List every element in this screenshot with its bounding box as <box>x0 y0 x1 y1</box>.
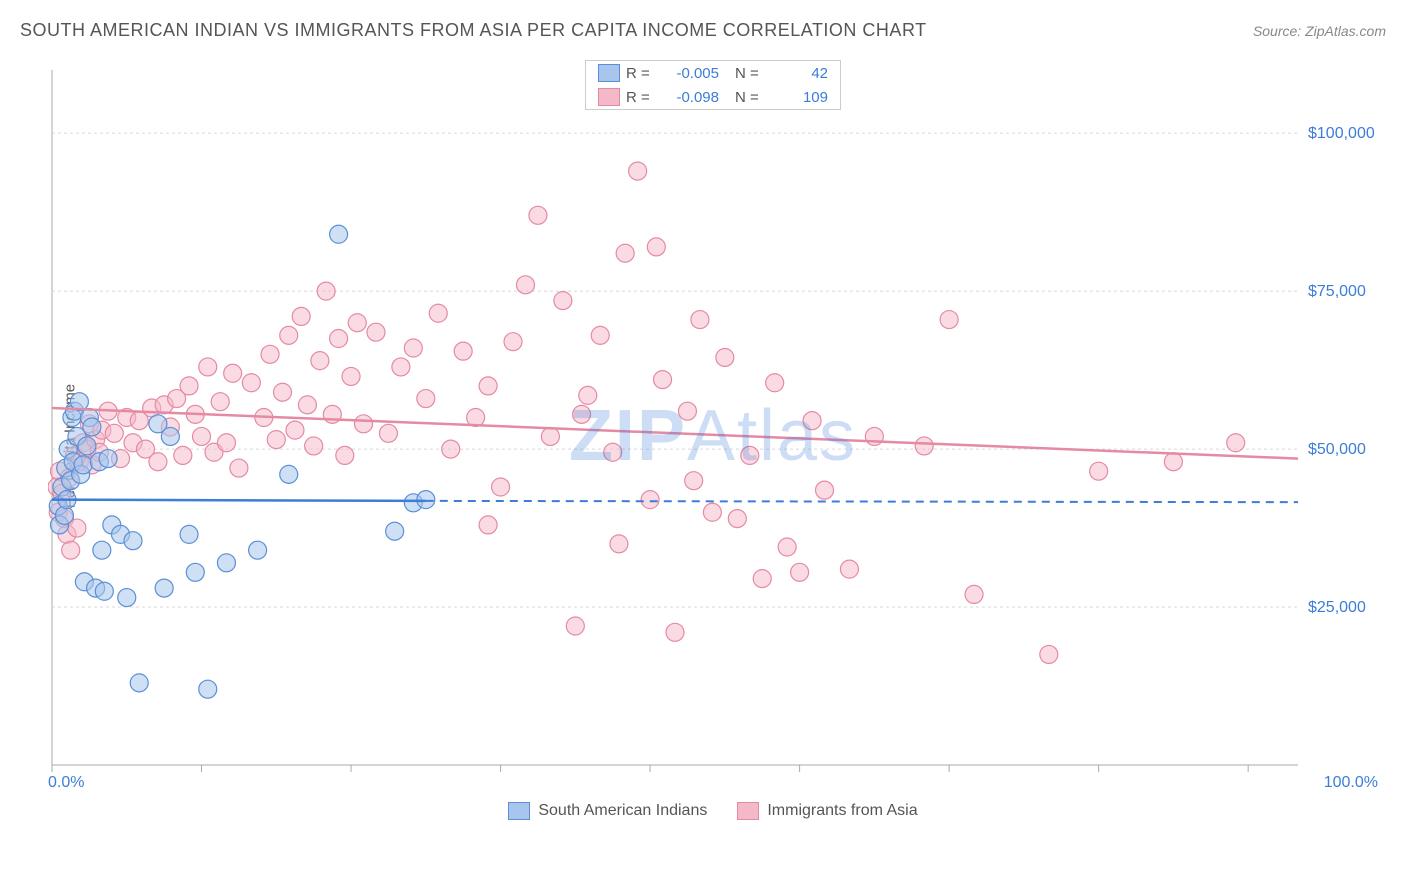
x-min-label: 0.0% <box>48 774 84 792</box>
legend-row-1: R = -0.098 N = 109 <box>586 85 840 109</box>
legend-label-1: Immigrants from Asia <box>767 802 917 820</box>
legend-swatch-blue <box>508 802 530 820</box>
source-label: Source: ZipAtlas.com <box>1253 23 1386 39</box>
series-legend: South American Indians Immigrants from A… <box>48 802 1378 820</box>
title-bar: SOUTH AMERICAN INDIAN VS IMMIGRANTS FROM… <box>20 20 1386 41</box>
correlation-legend: R = -0.005 N = 42 R = -0.098 N = 109 <box>585 60 841 110</box>
legend-swatch-pink <box>737 802 759 820</box>
r-value-1: -0.098 <box>664 89 719 106</box>
n-value-0: 42 <box>773 65 828 82</box>
n-value-1: 109 <box>773 89 828 106</box>
n-label: N = <box>735 65 767 82</box>
svg-text:$75,000: $75,000 <box>1308 283 1366 300</box>
r-label: R = <box>626 89 658 106</box>
legend-row-0: R = -0.005 N = 42 <box>586 61 840 85</box>
n-label: N = <box>735 89 767 106</box>
legend-swatch-1 <box>598 88 620 106</box>
svg-text:$100,000: $100,000 <box>1308 125 1375 142</box>
x-max-label: 100.0% <box>1324 774 1378 792</box>
svg-text:$25,000: $25,000 <box>1308 599 1366 616</box>
legend-item-1: Immigrants from Asia <box>737 802 917 820</box>
r-value-0: -0.005 <box>664 65 719 82</box>
legend-item-0: South American Indians <box>508 802 707 820</box>
legend-swatch-0 <box>598 64 620 82</box>
scatter-chart: $25,000 $50,000 $75,000 $100,000 <box>48 60 1378 820</box>
svg-text:$50,000: $50,000 <box>1308 441 1366 458</box>
r-label: R = <box>626 65 658 82</box>
legend-label-0: South American Indians <box>538 802 707 820</box>
chart-title: SOUTH AMERICAN INDIAN VS IMMIGRANTS FROM… <box>20 20 927 41</box>
x-axis-labels: 0.0% 100.0% <box>48 774 1378 792</box>
plot-area: ZIPAtlas R = -0.005 N = 42 R = -0.098 N … <box>48 60 1378 820</box>
